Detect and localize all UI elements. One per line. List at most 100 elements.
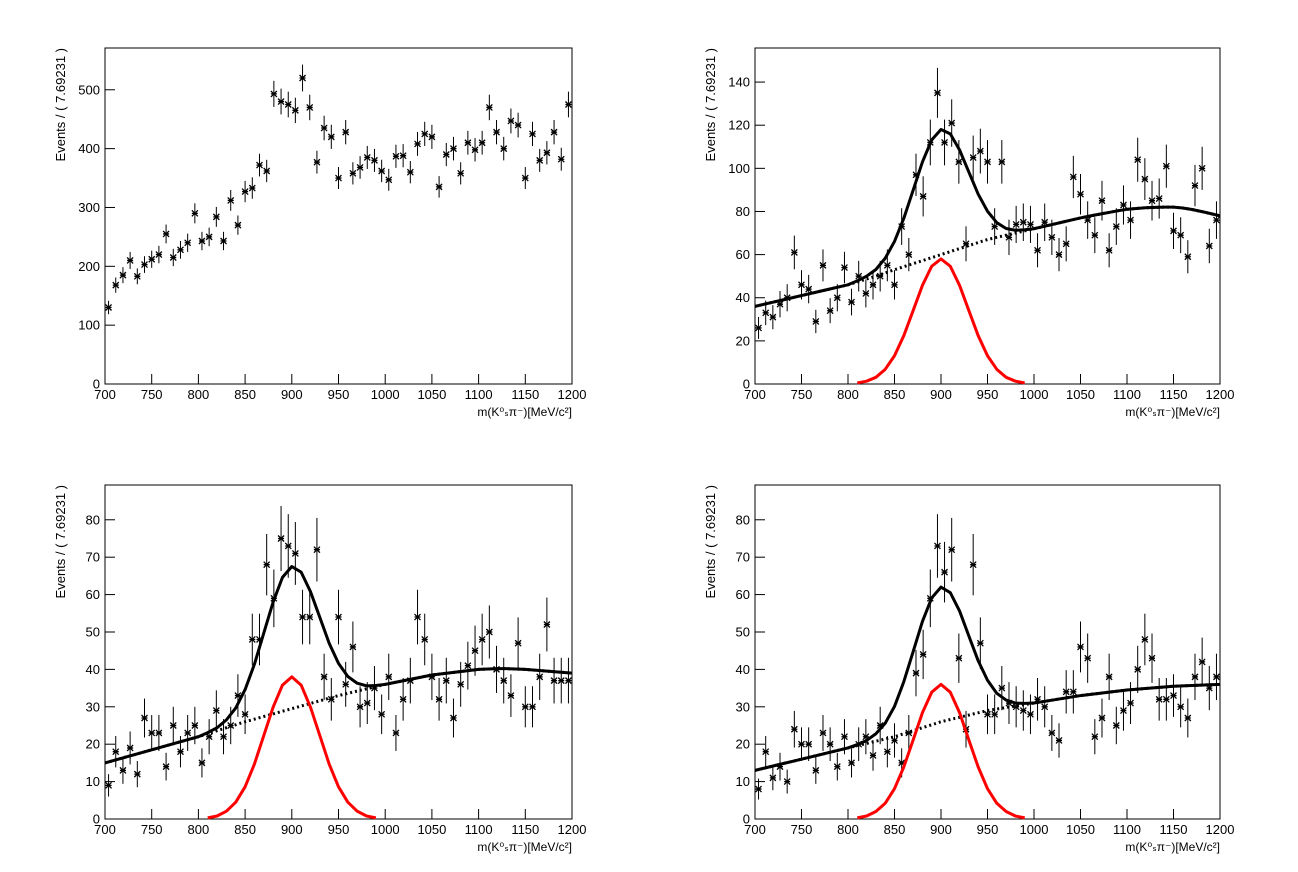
data-point [798,740,805,748]
x-tick-label: 1100 [1113,822,1141,837]
data-point [984,710,991,718]
data-point [126,744,134,752]
data-point [841,733,848,741]
y-tick-label: 0 [743,812,750,827]
data-point [783,778,791,786]
x-axis-label: m(K⁰ₛπ⁻)[MeV/c²] [1125,840,1220,854]
data-point [564,677,572,685]
fit-curve [754,205,1221,308]
data-point [557,155,565,163]
y-tick-label: 30 [736,699,750,714]
data-point [248,636,256,643]
data-point [1120,707,1127,714]
data-point [162,230,170,238]
data-point [1112,722,1120,729]
x-tick-label: 1200 [1206,822,1235,837]
y-tick-label: 100 [728,161,750,176]
data-point [1155,695,1163,703]
y-tick-label: 80 [736,512,750,527]
x-axis-label: m(K⁰ₛπ⁻)[MeV/c²] [477,840,572,854]
data-point [313,158,321,166]
x-tick-label: 700 [744,387,766,402]
data-point [819,261,827,269]
y-tick-label: 50 [736,624,750,639]
data-point [507,692,515,700]
x-tick-label: 950 [328,822,350,837]
data-point [969,154,977,162]
x-tick-label: 850 [884,822,906,837]
data-point [378,167,386,175]
data-point [841,264,848,272]
data-point [1127,699,1134,707]
data-point [1198,658,1206,666]
y-axis-label: Events / ( 7.69231 ) [53,48,68,161]
data-point [769,313,777,321]
data-point [1098,197,1106,205]
data-point [1034,246,1041,254]
panel: 700 750 800 850 900 950 1000 1050 1100 1150 120001… [703,484,1235,854]
data-point [536,156,544,164]
data-point [769,774,777,782]
data-point [320,673,328,681]
data-point [1191,673,1199,681]
data-point [450,714,457,722]
y-tick-label: 80 [86,512,100,527]
data-point [848,298,855,306]
x-tick-label: 1150 [511,387,539,402]
y-tick-label: 70 [736,550,750,565]
data-point [919,192,927,200]
y-tick-label: 0 [93,812,100,827]
data-point [941,568,948,576]
data-point [335,613,342,621]
data-point [133,770,141,778]
data-point [1041,703,1049,711]
data-point [1198,164,1206,172]
data-point [883,748,891,756]
data-point [141,714,148,722]
x-tick-label: 850 [884,387,906,402]
data-point [521,174,529,182]
data-point [1048,233,1056,241]
panel: 700 750 800 850 900 950 1000 1050 1100 1150 1200 0 2… [703,47,1234,419]
data-point [435,183,443,191]
data-point [543,621,551,628]
data-point [349,643,357,651]
data-point [162,763,170,771]
data-point [284,101,292,108]
data-point [119,766,127,774]
data-point [507,117,515,125]
data-point [1162,162,1170,170]
data-point [1213,673,1220,681]
x-tick-label: 1050 [1066,387,1095,402]
y-tick-label: 400 [78,141,100,156]
data-point [493,128,500,136]
fit-curve [857,257,1025,385]
data-point [313,546,321,554]
data-point [349,169,357,177]
data-point [1098,714,1106,722]
data-point [755,785,762,793]
data-point [155,729,163,737]
data-point [370,156,378,164]
x-tick-label: 850 [234,387,256,402]
panel: 700 750 800 850 900 950 1000 1050 1100 1150 120001… [53,47,586,419]
data-point [184,239,192,247]
data-point [263,167,271,175]
data-point [798,281,805,289]
data-point [1134,156,1142,164]
data-point [1048,729,1056,737]
data-point [919,650,927,658]
plot-frame [754,484,1221,820]
data-point [1084,654,1092,662]
data-point [306,103,314,111]
data-point [141,261,148,269]
y-tick-label: 10 [86,774,100,789]
data-point [471,146,479,154]
data-point [1162,695,1170,703]
data-point [485,103,493,111]
data-point [184,729,192,737]
data-point [177,748,184,756]
data-point [1170,227,1177,235]
data-point [1069,688,1077,696]
